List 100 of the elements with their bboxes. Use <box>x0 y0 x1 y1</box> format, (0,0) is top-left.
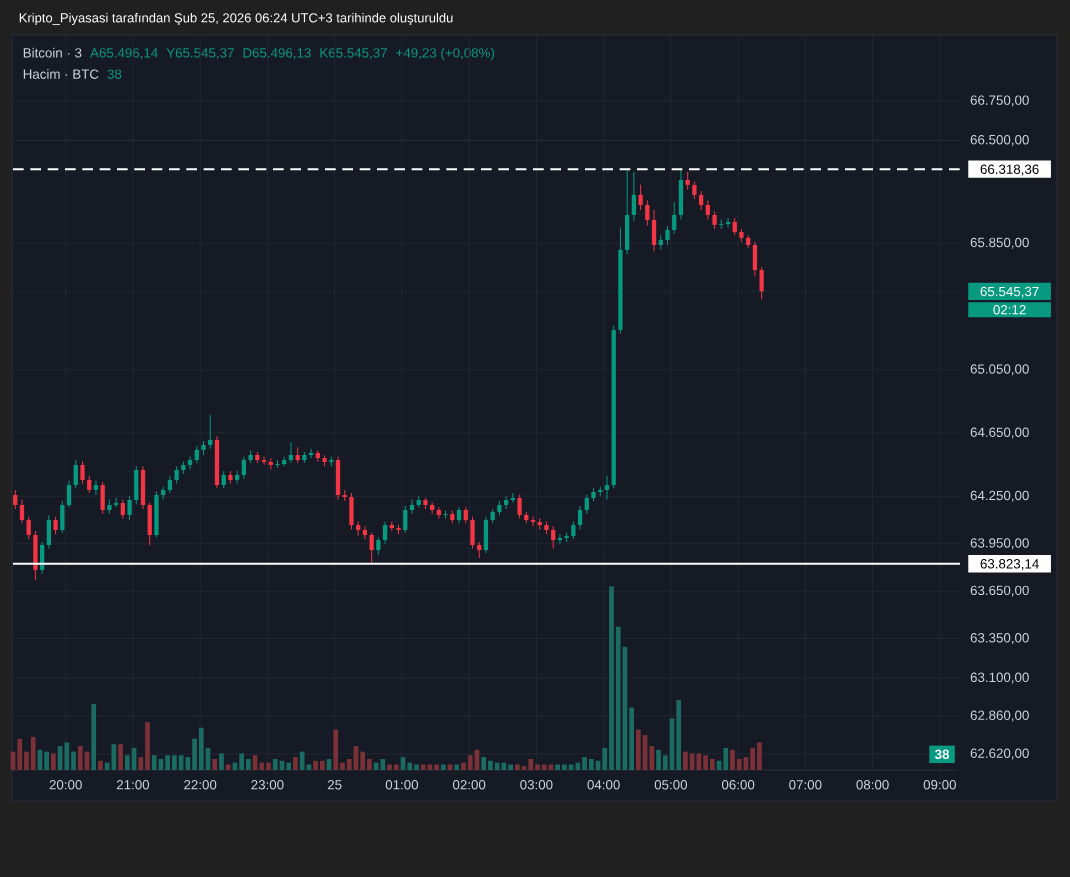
bar <box>44 751 49 770</box>
y-tick-label: 65.050,00 <box>970 364 1029 376</box>
bar <box>629 707 634 770</box>
annotation: 38 <box>107 69 122 79</box>
bar <box>649 746 655 770</box>
bar <box>259 762 265 770</box>
candlestick <box>665 225 670 246</box>
bar <box>541 764 547 770</box>
bar <box>615 626 621 770</box>
bar <box>568 764 574 770</box>
candlestick <box>436 506 442 519</box>
candlestick <box>235 470 240 485</box>
candlestick <box>403 505 408 534</box>
x-tick-label: 06:00 <box>721 780 755 790</box>
bar <box>488 760 493 770</box>
bar <box>380 758 386 770</box>
bar <box>313 760 318 770</box>
bar <box>723 747 729 770</box>
bar <box>51 753 56 770</box>
candlestick <box>208 414 213 450</box>
candlestick <box>19 498 25 524</box>
bar <box>636 729 641 770</box>
y-tick-label: 63.650,00 <box>970 585 1029 597</box>
bar <box>508 764 513 770</box>
bar <box>461 762 466 770</box>
candlestick <box>698 190 704 211</box>
candlestick <box>584 494 589 515</box>
bar <box>212 758 218 770</box>
bar <box>198 727 204 770</box>
bar <box>192 738 197 770</box>
annotation: K65.545,37 <box>320 48 387 60</box>
bar <box>219 753 224 770</box>
candlestick <box>645 200 650 227</box>
y-tick-label: 64.650,00 <box>970 427 1029 439</box>
bar <box>64 742 70 770</box>
x-tick-label: 04:00 <box>587 780 620 790</box>
bar <box>407 762 413 770</box>
bar <box>124 755 130 770</box>
bar <box>30 736 36 770</box>
y-tick-label: 65.850,00 <box>970 237 1029 249</box>
bar <box>151 755 157 770</box>
candlestick <box>127 495 132 521</box>
candlestick <box>13 489 18 510</box>
ref-line-label: 65.545,37 <box>980 286 1039 298</box>
bar <box>441 764 446 770</box>
y-tick-label: 64.250,00 <box>970 490 1029 502</box>
candlestick <box>261 456 267 466</box>
x-tick-label: 21:00 <box>116 780 150 790</box>
x-tick-label: 09:00 <box>923 780 956 790</box>
candlestick <box>80 460 85 485</box>
bar <box>414 764 419 770</box>
bar <box>481 757 487 770</box>
candlestick <box>638 184 643 211</box>
bar <box>602 747 608 770</box>
bar <box>521 766 527 770</box>
candlestick <box>672 201 677 235</box>
bar <box>272 758 278 770</box>
bar <box>535 764 540 770</box>
bar <box>562 764 567 770</box>
candlestick <box>577 505 583 530</box>
annotation: +49,23 (+0,08%) <box>396 47 495 61</box>
x-tick-label: 02:00 <box>452 780 486 790</box>
bar <box>333 729 339 770</box>
bar <box>71 751 76 770</box>
candlestick <box>631 171 637 222</box>
bar <box>165 755 171 770</box>
candlestick <box>73 459 78 489</box>
bar <box>494 762 500 770</box>
bar <box>656 749 661 770</box>
y-tick-label: 66.500,00 <box>970 134 1029 146</box>
bar <box>703 755 708 770</box>
candlestick <box>93 479 99 496</box>
bar <box>420 764 426 770</box>
y-tick-label: 63.950,00 <box>970 538 1029 550</box>
x-tick-label: 01:00 <box>385 780 419 790</box>
candlestick <box>187 456 193 470</box>
y-tick-label: 66.750,00 <box>970 95 1029 107</box>
bar <box>555 764 561 770</box>
chart-title: Hacim · BTC <box>23 69 99 79</box>
x-tick-label: 07:00 <box>789 780 822 790</box>
bar <box>98 760 103 770</box>
bar <box>387 764 392 770</box>
bar <box>427 764 433 770</box>
x-tick-label: 05:00 <box>654 780 688 790</box>
candlestick <box>604 475 610 500</box>
bar <box>454 764 460 770</box>
bar <box>575 762 581 770</box>
bar <box>118 744 123 770</box>
bar <box>24 751 29 770</box>
candlestick <box>66 479 72 508</box>
bar <box>360 751 366 770</box>
bar <box>467 755 473 770</box>
candlestick <box>241 456 247 480</box>
bar <box>588 758 594 770</box>
candlestick <box>288 442 294 464</box>
bar <box>750 747 756 770</box>
candlestick <box>382 521 388 545</box>
bar <box>299 751 305 770</box>
bar <box>676 700 682 770</box>
candlestick <box>759 266 764 300</box>
